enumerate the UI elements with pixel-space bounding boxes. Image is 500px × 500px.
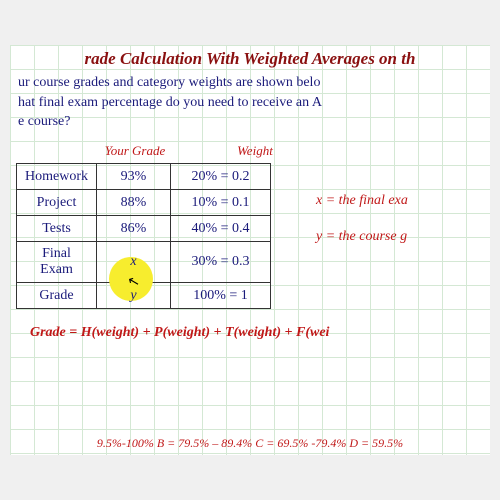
question-text: ur course grades and category weights ar… — [18, 73, 488, 132]
row-weight: 10% = 0.1 — [171, 190, 271, 216]
row-grade: 93% — [97, 164, 171, 190]
row-label: Final Exam — [17, 242, 97, 283]
grade-scale: 9.5%-100% B = 79.5% – 89.4% C = 69.5% -7… — [10, 436, 490, 451]
grade-formula: Grade = H(weight) + P(weight) + T(weight… — [30, 325, 329, 341]
table-row: Final Exam x 30% = 0.3 — [17, 242, 271, 283]
side-equation-x: x = the final exa — [316, 193, 408, 209]
row-grade: 86% — [97, 216, 171, 242]
row-label: Grade — [17, 283, 97, 309]
question-line-2: hat final exam percentage do you need to… — [18, 95, 322, 110]
table-row: Project 88% 10% = 0.1 — [17, 190, 271, 216]
row-weight: 30% = 0.3 — [171, 242, 271, 283]
table-row: Tests 86% 40% = 0.4 — [17, 216, 271, 242]
table-headers: Your Grade Weight — [90, 143, 300, 159]
header-weight: Weight — [210, 143, 300, 159]
question-line-1: ur course grades and category weights ar… — [18, 75, 320, 90]
row-weight: 20% = 0.2 — [171, 164, 271, 190]
row-label: Project — [17, 190, 97, 216]
table-row: Homework 93% 20% = 0.2 — [17, 164, 271, 190]
side-equation-y: y = the course g — [316, 229, 407, 245]
question-line-3: e course? — [18, 114, 70, 129]
table-row: Grade y 100% = 1 — [17, 283, 271, 309]
row-weight: 40% = 0.4 — [171, 216, 271, 242]
row-label: Homework — [17, 164, 97, 190]
grid-background: rade Calculation With Weighted Averages … — [10, 45, 490, 455]
header-grade: Your Grade — [90, 143, 180, 159]
grade-table: Homework 93% 20% = 0.2 Project 88% 10% =… — [16, 163, 271, 309]
row-label: Tests — [17, 216, 97, 242]
row-weight: 100% = 1 — [171, 283, 271, 309]
row-grade: 88% — [97, 190, 171, 216]
page-title: rade Calculation With Weighted Averages … — [10, 49, 490, 69]
